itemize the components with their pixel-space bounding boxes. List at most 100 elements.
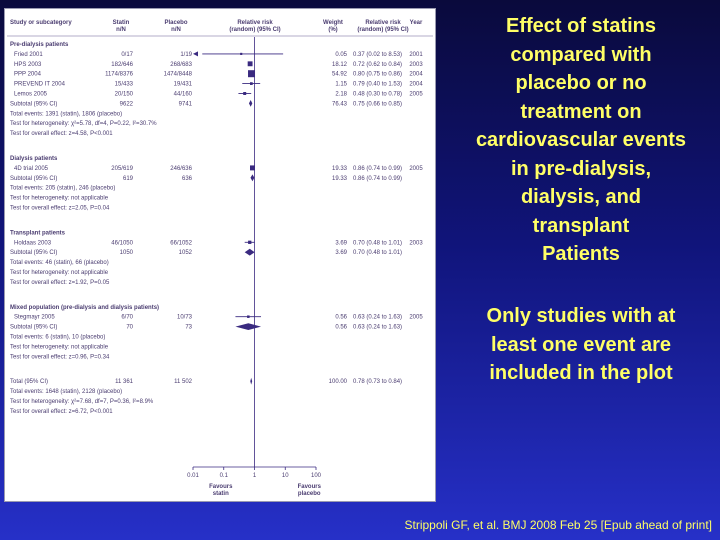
stat-line: Test for heterogeneity: not applicable [10, 344, 109, 350]
header-study: Study or subcategory [10, 20, 72, 26]
stat-line: Test for overall effect: z=6.72, P<0.001 [10, 409, 113, 415]
weight-value: 100.00 [329, 379, 348, 385]
favours-left-label: Favours [209, 484, 233, 490]
subtotal-label: Subtotal (95% CI) [10, 101, 57, 107]
title-line: dialysis, and [520, 186, 642, 208]
study-label: 4D trial 2005 [14, 166, 49, 172]
study-label: PREVEND IT 2004 [14, 82, 66, 88]
statin-value: 20/150 [115, 92, 134, 98]
title-line: in pre-dialysis, [510, 157, 652, 180]
rr-text: 0.86 (0.74 to 0.99) [353, 166, 402, 172]
rr-text: 0.37 (0.02 to 8.53) [353, 52, 402, 58]
x-tick-label: 100 [311, 473, 322, 479]
stat-line: Total events: 1391 (statin), 1806 (place… [10, 111, 122, 117]
point-estimate [248, 70, 256, 78]
favours-left-label: statin [213, 491, 229, 497]
stat-line: Test for heterogeneity: χ²=5.78, df=4, P… [10, 121, 157, 127]
statin-value: 619 [123, 176, 134, 182]
point-estimate [240, 52, 243, 55]
rr-text: 0.75 (0.66 to 0.85) [353, 101, 402, 107]
placebo-value: 1052 [179, 250, 193, 256]
stat-line: Test for heterogeneity: χ²=7.68, df=7, P… [10, 399, 154, 405]
stat-line: Total events: 1648 (statin), 2128 (place… [10, 389, 122, 395]
weight-value: 2.18 [335, 92, 347, 98]
statin-value: 1050 [120, 250, 134, 256]
placebo-value: 1474/8448 [164, 72, 193, 78]
weight-value: 0.05 [335, 52, 347, 58]
statin-value: 6/70 [121, 315, 133, 321]
point-estimate [249, 82, 253, 85]
weight-value: 1.15 [335, 82, 347, 88]
stat-line: Test for overall effect: z=2.05, P=0.04 [10, 206, 110, 212]
favours-right-label: Favours [298, 484, 322, 490]
statin-value: 182/646 [111, 62, 133, 68]
placebo-value: 268/683 [170, 62, 192, 68]
title-line: treatment on [520, 100, 642, 123]
stat-line: Total events: 205 (statin), 246 (placebo… [10, 186, 115, 192]
header-weight-sub: (%) [328, 27, 337, 33]
statin-value: 9622 [120, 101, 134, 107]
point-estimate [248, 240, 252, 244]
statin-value: 1174/8376 [105, 72, 134, 78]
placebo-value: 44/160 [174, 92, 193, 98]
rr-text: 0.80 (0.75 to 0.86) [353, 72, 402, 78]
placebo-value: 19/431 [174, 82, 193, 88]
year-value: 2004 [409, 72, 423, 78]
subtotal-label: Subtotal (95% CI) [10, 250, 57, 256]
weight-value: 3.69 [335, 240, 347, 246]
title-line: Patients [542, 243, 620, 265]
year-value: 2004 [409, 82, 423, 88]
header-rr-sub: (random) (95% CI) [229, 27, 280, 33]
statin-value: 70 [126, 325, 133, 331]
weight-value: 0.56 [335, 315, 347, 321]
pooled-diamond [248, 100, 253, 107]
x-tick-label: 0.1 [220, 473, 229, 479]
subtotal-label: Subtotal (95% CI) [10, 325, 57, 331]
study-label: PPP 2004 [14, 72, 42, 78]
forest-plot: Study or subcategory Statinn/NPlacebon/NR… [7, 20, 433, 497]
weight-value: 19.33 [332, 166, 348, 172]
placebo-value: 66/1052 [170, 240, 192, 246]
slide-note: Only studies with at least one event are… [446, 302, 716, 388]
placebo-value: 11 502 [174, 379, 193, 385]
header-rr: Relative risk [237, 20, 273, 26]
study-label: Stegmayr 2005 [14, 315, 55, 321]
placebo-value: 246/636 [170, 166, 192, 172]
pooled-diamond [250, 377, 253, 385]
stat-line: Total events: 46 (statin), 66 (placebo) [10, 260, 109, 266]
year-value: 2005 [409, 92, 423, 98]
header-rrtext: Relative risk [365, 20, 401, 26]
point-estimate [247, 315, 250, 318]
section-label: Mixed population (pre-dialysis and dialy… [10, 305, 159, 311]
header-rrtext-sub: (random) (95% CI) [357, 27, 408, 33]
rr-text: 0.70 (0.48 to 1.01) [353, 250, 402, 256]
placebo-value: 9741 [179, 101, 193, 107]
header-placebo-sub: n/N [171, 27, 181, 33]
year-value: 2001 [409, 52, 423, 58]
study-label: HPS 2003 [14, 62, 42, 68]
rr-text: 0.79 (0.40 to 1.53) [353, 82, 402, 88]
header-statin-sub: n/N [116, 27, 126, 33]
favours-right-label: placebo [298, 491, 321, 497]
x-tick-label: 1 [253, 473, 257, 479]
weight-value: 3.69 [335, 250, 347, 256]
study-label: Holdaas 2003 [14, 240, 52, 246]
stat-line: Test for heterogeneity: not applicable [10, 270, 109, 276]
header-weight: Weight [323, 20, 343, 26]
pooled-diamond [250, 174, 255, 182]
year-value: 2003 [409, 62, 423, 68]
study-label: Lemos 2005 [14, 92, 48, 98]
point-estimate [243, 92, 247, 95]
note-line: Only studies with at [486, 305, 676, 327]
title-line: placebo or no [515, 72, 647, 94]
note-line: included in the plot [489, 362, 673, 384]
ci-arrow [193, 51, 198, 57]
placebo-value: 1/19 [180, 52, 192, 58]
section-label: Dialysis patients [10, 156, 58, 162]
header-statin: Statin [113, 20, 130, 26]
statin-value: 15/433 [115, 82, 134, 88]
year-value: 2005 [409, 166, 423, 172]
x-tick-label: 0.01 [187, 473, 199, 479]
pooled-diamond [244, 248, 255, 256]
title-line: cardiovascular events [475, 129, 687, 151]
